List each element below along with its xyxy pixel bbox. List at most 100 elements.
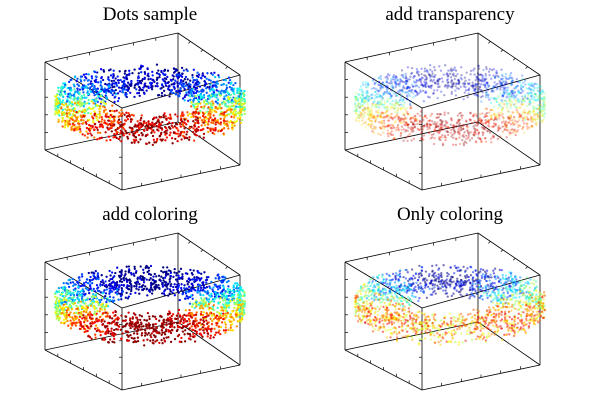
scatter-point [224, 309, 227, 312]
scatter-point [93, 136, 96, 139]
scatter-point [77, 311, 81, 315]
scatter-point [366, 112, 369, 116]
scatter-point [212, 129, 215, 132]
scatter-point [511, 79, 514, 82]
scatter-point [516, 129, 520, 132]
scatter-point [523, 98, 526, 102]
scatter-point [499, 82, 502, 85]
scatter-point [240, 317, 244, 320]
scatter-point [479, 73, 483, 76]
scatter-point [212, 92, 215, 95]
scatter-point [104, 102, 107, 105]
scatter-point [394, 116, 397, 119]
scatter-point [413, 125, 416, 129]
scatter-point [514, 86, 518, 89]
scatter-point [379, 115, 383, 118]
scatter-point [193, 112, 197, 115]
scatter-point [89, 132, 92, 135]
scatter-point [520, 88, 523, 91]
scatter-point [512, 90, 515, 93]
scatter-point [466, 96, 469, 99]
scatter-point [488, 122, 491, 125]
scatter-point [149, 286, 153, 289]
scatter-point [125, 265, 128, 268]
scatter-point [511, 119, 514, 122]
scatter-point [183, 287, 186, 290]
scatter-point [379, 114, 383, 117]
scatter-point [362, 83, 365, 86]
scatter-point [395, 92, 398, 95]
scatter-point [529, 119, 533, 122]
scatter-point [117, 298, 120, 301]
scatter-point [366, 91, 369, 94]
scatter-point [360, 93, 364, 97]
scatter-point [214, 119, 217, 123]
scatter-point [174, 79, 177, 82]
scatter-point [462, 123, 466, 127]
scatter-point [363, 101, 366, 104]
scatter-point [235, 284, 239, 288]
scatter-point [66, 319, 69, 323]
scatter-point [194, 115, 197, 118]
scatter-point [423, 67, 427, 70]
scatter-point [499, 105, 503, 108]
scatter-point [126, 284, 129, 287]
scatter-point [367, 114, 371, 118]
scatter-point [511, 89, 514, 92]
scatter-point [455, 138, 458, 141]
scatter-point [504, 121, 508, 125]
scatter-point [222, 119, 226, 122]
scatter-point [188, 302, 192, 305]
scatter-point [492, 134, 495, 137]
scatter-point [207, 275, 210, 279]
scatter-point [508, 110, 511, 114]
scatter-point [71, 125, 74, 128]
scatter-point [73, 129, 76, 132]
scatter-point [530, 124, 533, 128]
scatter-point [68, 313, 71, 317]
scatter-point [155, 275, 158, 278]
scatter-point [458, 112, 461, 115]
scatter-point [223, 297, 226, 300]
scatter-point [224, 299, 227, 302]
scatter-point [520, 103, 523, 106]
axis-tick [212, 257, 216, 261]
scatter-point [531, 125, 534, 128]
scatter-point [490, 115, 493, 118]
scatter-point [489, 108, 492, 112]
scatter-point [461, 124, 464, 127]
scatter-point [356, 104, 360, 107]
scatter-point [191, 297, 194, 300]
scatter-point [360, 113, 364, 116]
scatter-point [367, 83, 370, 87]
scatter-point [501, 107, 504, 110]
scatter-point [97, 94, 100, 98]
scatter-point [493, 75, 497, 79]
scatter-point [223, 321, 227, 324]
scatter-point [457, 132, 460, 135]
scatter-point [361, 98, 364, 101]
scatter-point [538, 94, 541, 97]
scatter-point [536, 113, 540, 117]
scatter-point [535, 112, 538, 116]
scatter-point [114, 77, 117, 80]
scatter-point [235, 314, 238, 317]
scatter-point [541, 89, 544, 92]
scatter-point [384, 112, 387, 115]
scatter-point [467, 135, 470, 138]
scatter-point [207, 302, 211, 306]
scatter-point [216, 291, 219, 295]
scatter-point [93, 300, 96, 303]
scatter-point [158, 115, 161, 118]
scatter-point [382, 103, 386, 106]
scatter-point [456, 121, 459, 124]
scatter-point [404, 112, 407, 115]
scatter-point [239, 286, 243, 289]
scatter-point [533, 106, 536, 109]
scatter-point [70, 104, 73, 108]
scatter-point [514, 99, 518, 103]
scatter-point [439, 119, 443, 122]
scatter-point [66, 115, 69, 118]
scatter-point [84, 299, 87, 302]
scatter-point [383, 125, 386, 128]
